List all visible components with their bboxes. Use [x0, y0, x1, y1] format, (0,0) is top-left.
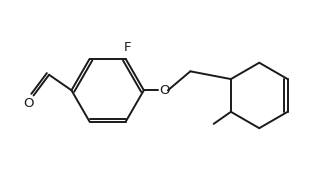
Text: O: O: [160, 84, 170, 97]
Text: F: F: [124, 41, 131, 54]
Text: O: O: [23, 97, 33, 110]
